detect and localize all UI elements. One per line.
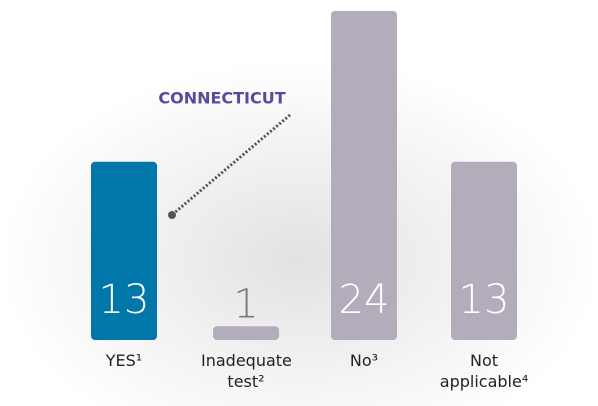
category-label: Inadequate test² xyxy=(201,351,292,391)
category-label: Not applicable⁴ xyxy=(439,351,529,391)
bar xyxy=(91,161,157,340)
category-label: YES¹ xyxy=(105,351,143,370)
category-label: No³ xyxy=(349,351,379,370)
value-label: 13 xyxy=(99,277,150,323)
value-label: 24 xyxy=(339,277,390,323)
annotation-dot xyxy=(168,211,176,219)
bar xyxy=(213,326,279,340)
annotation: CONNECTICUT xyxy=(158,89,285,108)
bar xyxy=(451,161,517,340)
bar xyxy=(331,11,397,340)
value-label: 13 xyxy=(459,277,510,323)
value-label: 1 xyxy=(233,281,258,327)
annotation-line xyxy=(172,113,291,216)
